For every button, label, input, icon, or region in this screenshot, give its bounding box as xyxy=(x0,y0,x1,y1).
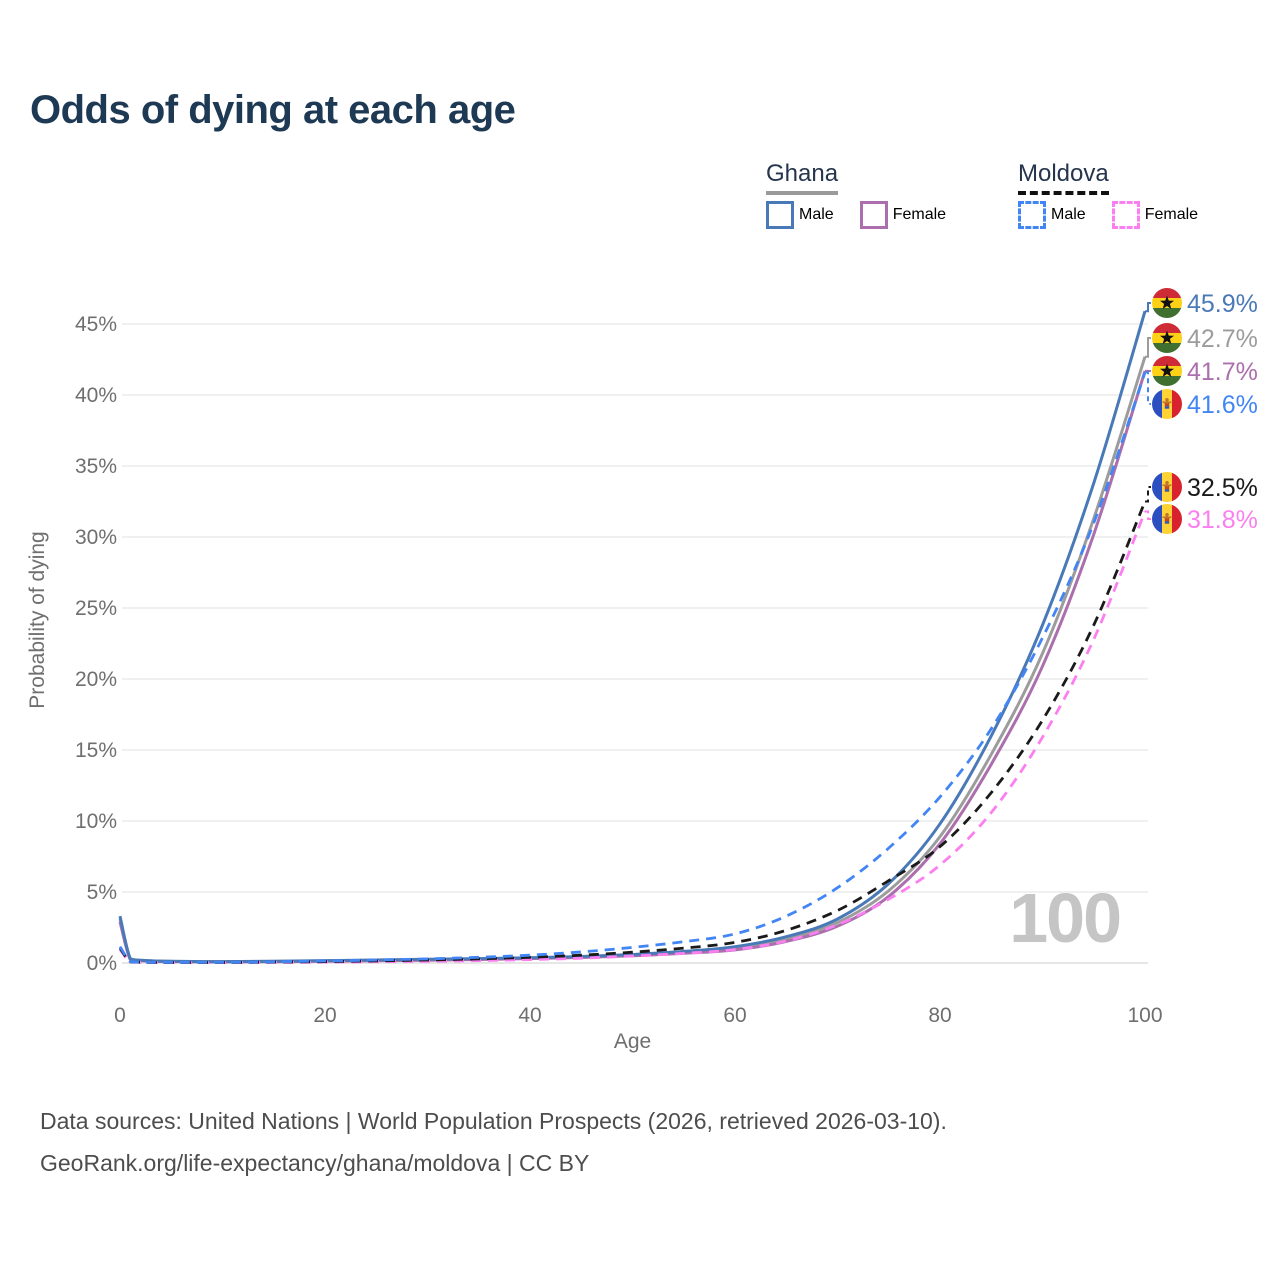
x-axis-tick-label: 20 xyxy=(313,1004,336,1027)
y-axis-tick-label: 0% xyxy=(87,952,117,975)
end-label-ghana-male: 45.9% xyxy=(1152,288,1258,318)
y-axis-tick-label: 20% xyxy=(75,668,117,691)
legend-label: Female xyxy=(1144,206,1199,223)
moldova-male-line-swatch-icon xyxy=(1018,201,1046,229)
legend-header-moldova: Moldova xyxy=(1018,160,1109,195)
end-label-moldova-both-sexes: 32.5% xyxy=(1152,472,1258,502)
end-label-value: 32.5% xyxy=(1187,474,1258,502)
ghana-flag-icon xyxy=(1152,323,1182,353)
y-axis-tick-label: 30% xyxy=(75,526,117,549)
legend-item-ghana-female: Female xyxy=(859,201,947,229)
y-axis-tick-label: 40% xyxy=(75,384,117,407)
end-label-value: 45.9% xyxy=(1187,290,1258,318)
x-axis-tick-label: 100 xyxy=(1127,1004,1162,1027)
y-axis-tick-label: 35% xyxy=(75,455,117,478)
legend-label: Male xyxy=(799,206,834,223)
end-label-ghana-both-sexes: 42.7% xyxy=(1152,323,1258,353)
x-axis-tick-label: 0 xyxy=(114,1004,126,1027)
moldova-flag-icon xyxy=(1152,389,1182,419)
ghana-male-line-swatch-icon xyxy=(766,201,794,229)
series-line-ghana-both-sexes xyxy=(118,356,1147,964)
y-axis-tick-label: 5% xyxy=(87,881,117,904)
legend-header-ghana: Ghana xyxy=(766,160,839,195)
legend: Ghana Male Female Moldova Male Female xyxy=(0,160,1280,250)
y-axis-tick-label: 15% xyxy=(75,739,117,762)
watermark: 100 xyxy=(1009,879,1120,957)
end-label-moldova-female: 31.8% xyxy=(1152,504,1258,534)
series-line-ghana-male xyxy=(118,310,1147,964)
moldova-female-line-swatch-icon xyxy=(1111,201,1140,229)
x-axis-title: Age xyxy=(614,1030,651,1053)
series-line-ghana-female xyxy=(118,370,1147,964)
legend-item-ghana-male: Male xyxy=(766,201,834,229)
data-source-note: Data sources: United Nations | World Pop… xyxy=(40,1108,947,1134)
end-label-connector xyxy=(1145,486,1151,503)
y-axis-tick-label: 45% xyxy=(75,313,117,336)
series-line-moldova-both-sexes xyxy=(118,500,1147,964)
end-label-value: 41.7% xyxy=(1187,358,1258,386)
y-axis-title: Probability of dying xyxy=(26,531,49,708)
page-title: Odds of dying at each age xyxy=(30,88,516,132)
ghana-female-line-swatch-icon xyxy=(859,201,888,229)
legend-group-moldova: Moldova Male Female xyxy=(1018,160,1198,229)
end-label-connector xyxy=(1145,302,1151,313)
end-label-moldova-male: 41.6% xyxy=(1152,389,1258,419)
end-label-value: 42.7% xyxy=(1187,325,1258,353)
legend-label: Female xyxy=(892,206,947,223)
y-axis-tick-label: 25% xyxy=(75,597,117,620)
end-label-connector xyxy=(1145,371,1151,405)
legend-item-moldova-male: Male xyxy=(1018,201,1086,229)
ghana-flag-icon xyxy=(1152,356,1182,386)
end-label-value: 41.6% xyxy=(1187,391,1258,419)
series-line-moldova-male xyxy=(118,371,1147,964)
x-axis-tick-label: 60 xyxy=(723,1004,746,1027)
moldova-flag-icon xyxy=(1152,504,1182,534)
x-axis-tick-label: 80 xyxy=(928,1004,951,1027)
end-label-connector xyxy=(1145,337,1151,358)
legend-label: Male xyxy=(1051,206,1086,223)
y-axis-tick-label: 10% xyxy=(75,810,117,833)
legend-group-ghana: Ghana Male Female xyxy=(766,160,946,229)
ghana-flag-icon xyxy=(1152,288,1182,318)
end-label-value: 31.8% xyxy=(1187,506,1258,534)
moldova-flag-icon xyxy=(1152,472,1182,502)
end-label-connector xyxy=(1145,510,1151,520)
end-label-ghana-female: 41.7% xyxy=(1152,356,1258,386)
x-axis-tick-label: 40 xyxy=(518,1004,541,1027)
legend-item-moldova-female: Female xyxy=(1111,201,1199,229)
attribution-note: GeoRank.org/life-expectancy/ghana/moldov… xyxy=(40,1150,590,1176)
